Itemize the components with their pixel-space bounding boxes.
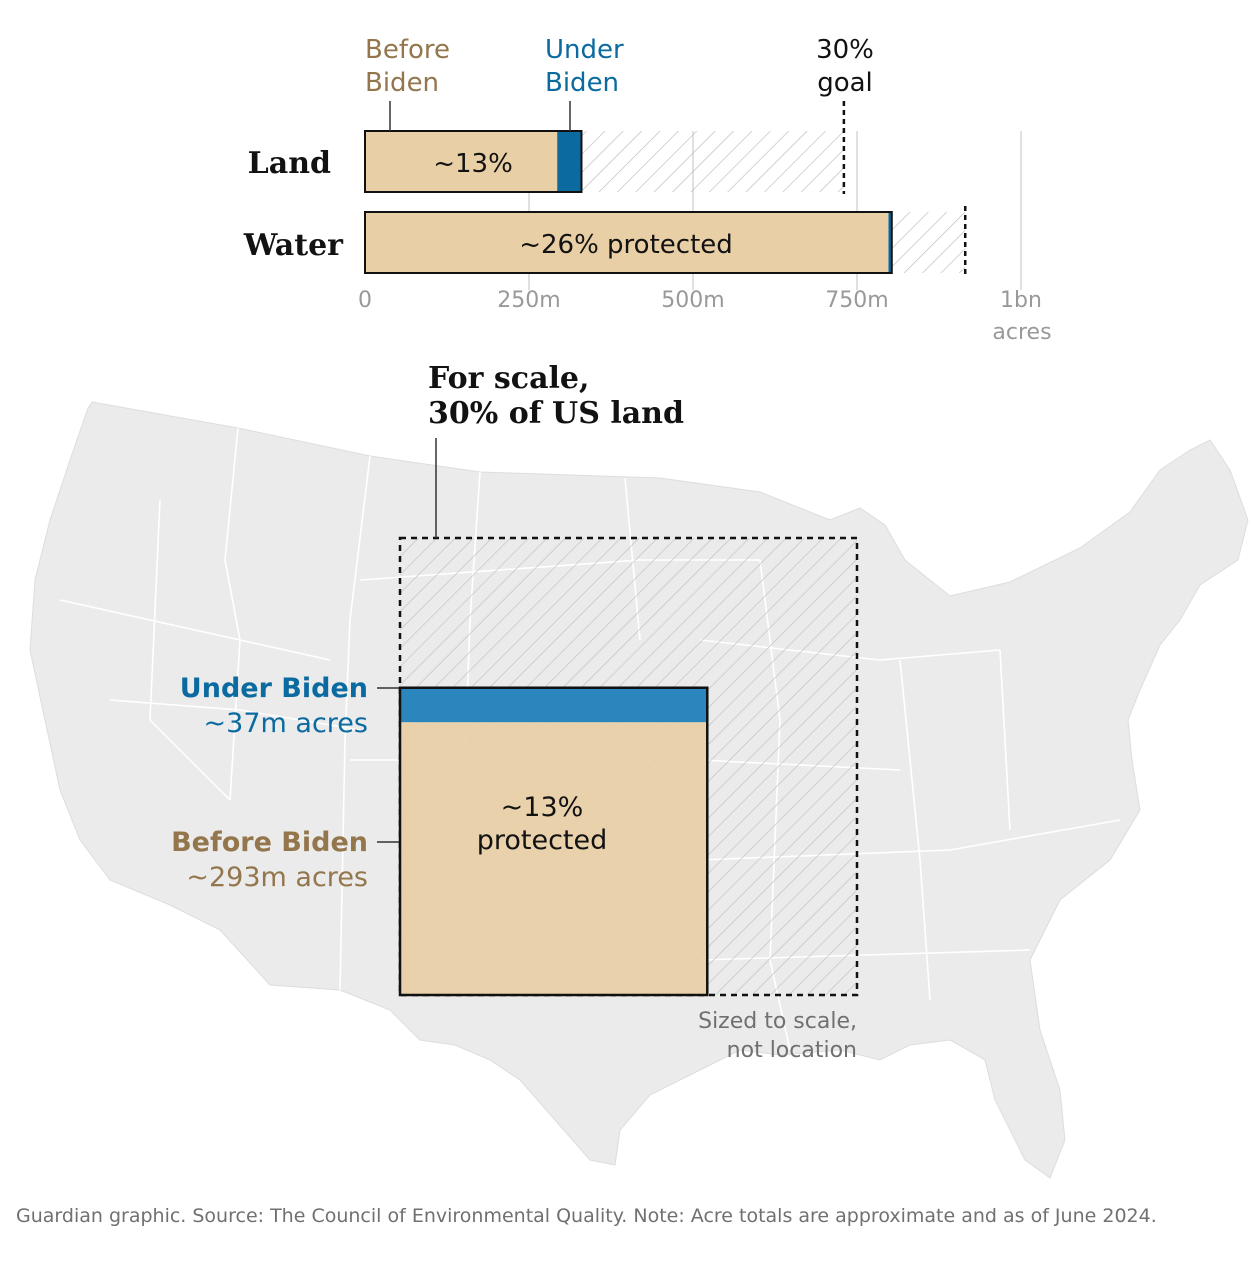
goal-remainder-land	[581, 131, 844, 192]
bar-marks	[364, 130, 893, 274]
x-tick-label: 1bn	[1000, 288, 1042, 313]
bar-outline-water	[364, 211, 893, 274]
legend-before-line2: Biden	[365, 68, 439, 98]
bar-label-water: ~26% protected	[519, 230, 733, 260]
scale-note-line2: not location	[727, 1038, 857, 1063]
state-border	[339, 455, 371, 991]
x-tick-label: 750m	[825, 288, 888, 313]
goal-lines	[842, 101, 967, 275]
protected-label-line2: protected	[477, 825, 608, 856]
goal-label-line2: goal	[817, 68, 873, 98]
x-tick-label: 0	[358, 288, 372, 313]
goal-remainder-water	[891, 212, 966, 273]
under-biden-value: ~37m acres	[204, 708, 368, 739]
legend-under-line1: Under	[545, 35, 624, 65]
protected-label-line1: ~13%	[501, 792, 584, 823]
scale-squares: For scale, 30% of US land Under Biden ~3…	[171, 361, 859, 1063]
bar-under-biden-water	[888, 212, 892, 273]
state-border	[999, 649, 1011, 831]
x-tick-label: 500m	[661, 288, 724, 313]
x-axis: 0 250m 500m 750m 1bn	[358, 288, 1042, 313]
under-biden-label: Under Biden	[180, 673, 368, 704]
bar-chart: Land Water ~13% ~26% protected Before Bi…	[243, 35, 1052, 345]
scale-note-line1: Sized to scale,	[698, 1009, 857, 1034]
x-axis-unit: acres	[992, 320, 1051, 345]
before-biden-label: Before Biden	[171, 827, 368, 858]
bar-before-biden-land	[365, 131, 558, 192]
bar-label-land: ~13%	[433, 149, 513, 179]
x-tick-label: 250m	[497, 288, 560, 313]
bar-outline-land	[364, 130, 583, 193]
state-border	[149, 499, 231, 801]
state-border	[224, 427, 241, 801]
legend-under-line2: Biden	[545, 68, 619, 98]
before-biden-square	[400, 722, 708, 995]
state-border	[109, 699, 361, 731]
bar-before-biden-water	[365, 212, 889, 273]
scale-title-line1: For scale,	[428, 361, 589, 396]
legend-before-line1: Before	[365, 35, 450, 65]
category-label-land: Land	[248, 146, 331, 181]
source-footnote: Guardian graphic. Source: The Council of…	[16, 1205, 1157, 1227]
before-biden-value: ~293m acres	[186, 862, 368, 893]
scale-title-line2: 30% of US land	[428, 396, 684, 431]
goal-label-line1: 30%	[816, 35, 874, 65]
protected-square-outline	[398, 686, 709, 997]
figure: Land Water ~13% ~26% protected Before Bi…	[29, 35, 1249, 1179]
under-biden-square	[400, 687, 708, 723]
category-label-water: Water	[243, 228, 344, 263]
goal-remainder-hatches	[581, 131, 966, 273]
bar-under-biden-land	[557, 131, 582, 192]
